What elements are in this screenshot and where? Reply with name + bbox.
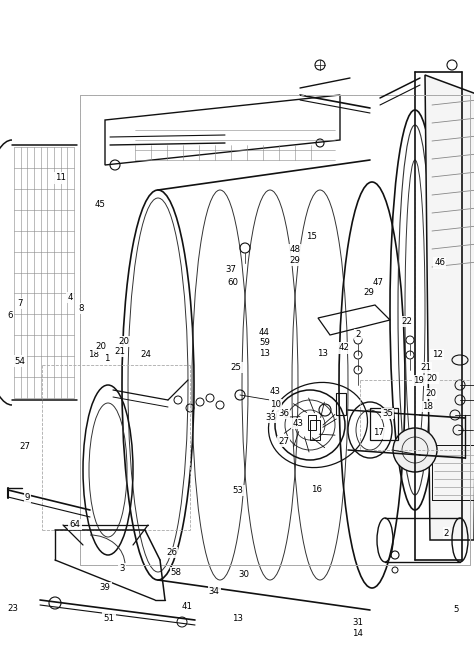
Text: 1: 1 xyxy=(104,354,109,363)
Text: 36: 36 xyxy=(278,409,289,418)
Text: 42: 42 xyxy=(338,343,349,353)
Text: 23: 23 xyxy=(8,604,19,613)
Text: 12: 12 xyxy=(431,350,443,359)
Text: 35: 35 xyxy=(382,409,393,418)
Text: 34: 34 xyxy=(209,587,220,596)
Bar xyxy=(336,393,346,415)
Text: 59: 59 xyxy=(259,338,270,347)
Text: 44: 44 xyxy=(259,328,270,337)
Bar xyxy=(310,420,320,440)
Text: 5: 5 xyxy=(453,605,459,614)
Text: 18: 18 xyxy=(422,402,433,411)
Text: 47: 47 xyxy=(373,278,384,287)
Text: 27: 27 xyxy=(19,441,30,451)
Text: 43: 43 xyxy=(269,387,281,396)
Text: 27: 27 xyxy=(278,437,289,446)
Polygon shape xyxy=(425,75,474,540)
Text: 4: 4 xyxy=(67,293,73,302)
Text: 20: 20 xyxy=(425,389,436,398)
Text: 21: 21 xyxy=(420,363,431,372)
Text: 39: 39 xyxy=(100,583,110,593)
Text: 41: 41 xyxy=(182,602,193,611)
Text: 45: 45 xyxy=(95,199,106,209)
Text: 51: 51 xyxy=(103,613,115,623)
Text: 3: 3 xyxy=(119,564,125,574)
Text: 11: 11 xyxy=(55,173,66,182)
Circle shape xyxy=(393,428,437,472)
Text: 15: 15 xyxy=(306,232,318,241)
Text: 60: 60 xyxy=(228,278,239,287)
Text: 20: 20 xyxy=(95,342,106,351)
Text: 64: 64 xyxy=(69,520,81,529)
Text: 24: 24 xyxy=(140,350,152,359)
Text: 8: 8 xyxy=(79,304,84,313)
Text: 58: 58 xyxy=(171,568,182,577)
Text: 25: 25 xyxy=(230,363,242,372)
Text: 48: 48 xyxy=(289,245,301,254)
Text: 14: 14 xyxy=(352,628,364,638)
Text: 33: 33 xyxy=(265,413,277,422)
Text: 16: 16 xyxy=(311,485,322,494)
Text: 17: 17 xyxy=(373,428,384,438)
Text: 26: 26 xyxy=(166,548,177,557)
Text: 20: 20 xyxy=(427,373,438,383)
Bar xyxy=(308,415,316,430)
Text: 20: 20 xyxy=(118,337,130,346)
Text: 30: 30 xyxy=(238,570,250,579)
Text: 2: 2 xyxy=(355,330,361,339)
Text: 29: 29 xyxy=(290,256,300,265)
Text: 9: 9 xyxy=(25,492,30,502)
Text: 13: 13 xyxy=(232,613,244,623)
Text: 13: 13 xyxy=(317,349,328,358)
Text: 54: 54 xyxy=(14,356,26,366)
Text: 21: 21 xyxy=(114,347,125,356)
Text: 31: 31 xyxy=(352,618,364,627)
Text: 13: 13 xyxy=(259,349,270,358)
Text: 37: 37 xyxy=(226,265,237,274)
Text: 10: 10 xyxy=(270,400,282,409)
Text: 18: 18 xyxy=(88,350,100,359)
Text: 2: 2 xyxy=(444,528,449,538)
Text: 43: 43 xyxy=(292,419,303,428)
Text: 53: 53 xyxy=(232,486,244,495)
Text: 7: 7 xyxy=(17,299,23,308)
Bar xyxy=(370,408,398,440)
Text: 19: 19 xyxy=(413,376,423,385)
Text: 22: 22 xyxy=(401,317,412,326)
Text: 46: 46 xyxy=(434,258,446,267)
Text: 6: 6 xyxy=(8,311,13,320)
Bar xyxy=(432,445,474,500)
Text: 29: 29 xyxy=(364,288,374,298)
